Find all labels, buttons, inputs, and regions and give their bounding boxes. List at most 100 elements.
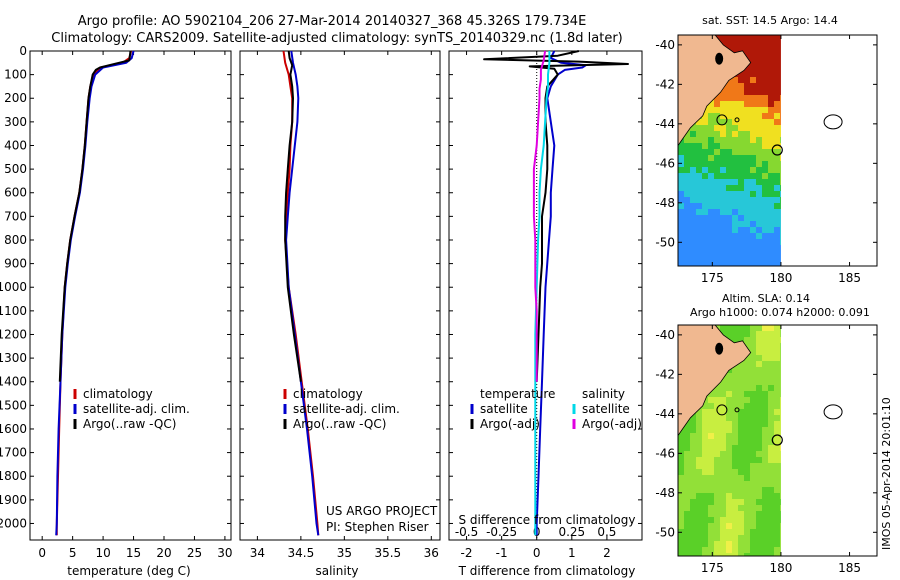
map-cell	[702, 203, 708, 209]
map-cell	[684, 263, 690, 266]
map-cell	[732, 89, 738, 95]
map-cell	[714, 221, 720, 227]
map-cell	[780, 173, 781, 179]
map-cell	[696, 415, 702, 421]
map-cell	[768, 233, 774, 239]
map-cell	[774, 95, 780, 101]
map-cell	[756, 481, 762, 487]
map-cell	[750, 469, 756, 475]
map-cell	[720, 499, 726, 505]
map-cell	[756, 191, 762, 197]
map-cell	[756, 391, 762, 397]
map-cell	[738, 427, 744, 433]
map-y-tick-label: -48	[655, 486, 675, 500]
map-cell	[756, 451, 762, 457]
map-cell	[774, 337, 780, 343]
map-cell	[780, 149, 781, 155]
map-cell	[702, 487, 708, 493]
map-cell	[762, 257, 768, 263]
map-cell	[774, 59, 780, 65]
map-cell	[744, 113, 750, 119]
map-cell	[768, 427, 774, 433]
map-cell	[714, 457, 720, 463]
map-cell	[696, 263, 702, 266]
map-cell	[678, 203, 684, 209]
map-cell	[780, 505, 781, 511]
map-cell	[762, 125, 768, 131]
map-cell	[684, 227, 690, 233]
map-cell	[780, 343, 781, 349]
map-cell	[696, 191, 702, 197]
map-cell	[750, 445, 756, 451]
map-cell	[774, 511, 780, 517]
map-cell	[774, 463, 780, 469]
map-cell	[714, 263, 720, 266]
map-y-tick-label: -40	[655, 328, 675, 342]
map-cell	[720, 457, 726, 463]
map-cell	[762, 77, 768, 83]
map-cell	[732, 203, 738, 209]
map-cell	[690, 131, 696, 137]
map-cell	[768, 113, 774, 119]
map-cell	[702, 541, 708, 547]
map-cell	[744, 77, 750, 83]
map-cell	[768, 517, 774, 523]
map-cell	[684, 155, 690, 161]
map-cell	[726, 191, 732, 197]
map-cell	[732, 131, 738, 137]
map-cell	[714, 215, 720, 221]
map-cell	[684, 257, 690, 263]
map-cell	[744, 65, 750, 71]
map-cell	[750, 379, 756, 385]
map-cell	[696, 257, 702, 263]
map-cell	[738, 221, 744, 227]
map-cell	[726, 137, 732, 143]
map-cell	[738, 535, 744, 541]
map-cell	[732, 185, 738, 191]
map-cell	[774, 71, 780, 77]
map-cell	[750, 535, 756, 541]
map-cell	[708, 409, 714, 415]
map-cell	[750, 119, 756, 125]
map-cell	[732, 535, 738, 541]
map-cell	[780, 239, 781, 245]
map-cell	[774, 457, 780, 463]
project-annotation-line2: PI: Stephen Riser	[326, 520, 429, 534]
map-cell	[744, 421, 750, 427]
map-cell	[744, 41, 750, 47]
map-cell	[762, 517, 768, 523]
map-cell	[774, 541, 780, 547]
map-cell	[726, 155, 732, 161]
map-cell	[690, 149, 696, 155]
map-cell	[756, 71, 762, 77]
map-cell	[768, 541, 774, 547]
map-cell	[750, 517, 756, 523]
map-cell	[696, 493, 702, 499]
x-tick-label: 0	[38, 546, 46, 560]
map-cell	[762, 179, 768, 185]
map-cell	[750, 59, 756, 65]
map-cell	[780, 517, 781, 523]
map-cell	[720, 421, 726, 427]
map-cell	[744, 475, 750, 481]
map-cell	[702, 143, 708, 149]
map-cell	[714, 415, 720, 421]
map-cell	[762, 373, 768, 379]
map-cell	[702, 451, 708, 457]
map-cell	[714, 143, 720, 149]
map-cell	[684, 499, 690, 505]
map-cell	[744, 541, 750, 547]
map-cell	[702, 439, 708, 445]
map-cell	[678, 173, 684, 179]
map-cell	[744, 143, 750, 149]
map-cell	[750, 439, 756, 445]
map-cell	[726, 143, 732, 149]
map-cell	[714, 463, 720, 469]
map-cell	[774, 89, 780, 95]
map-cell	[756, 385, 762, 391]
map-cell	[756, 227, 762, 233]
map-cell	[762, 245, 768, 251]
map-cell	[684, 541, 690, 547]
map-cell	[750, 95, 756, 101]
map-cell	[744, 137, 750, 143]
